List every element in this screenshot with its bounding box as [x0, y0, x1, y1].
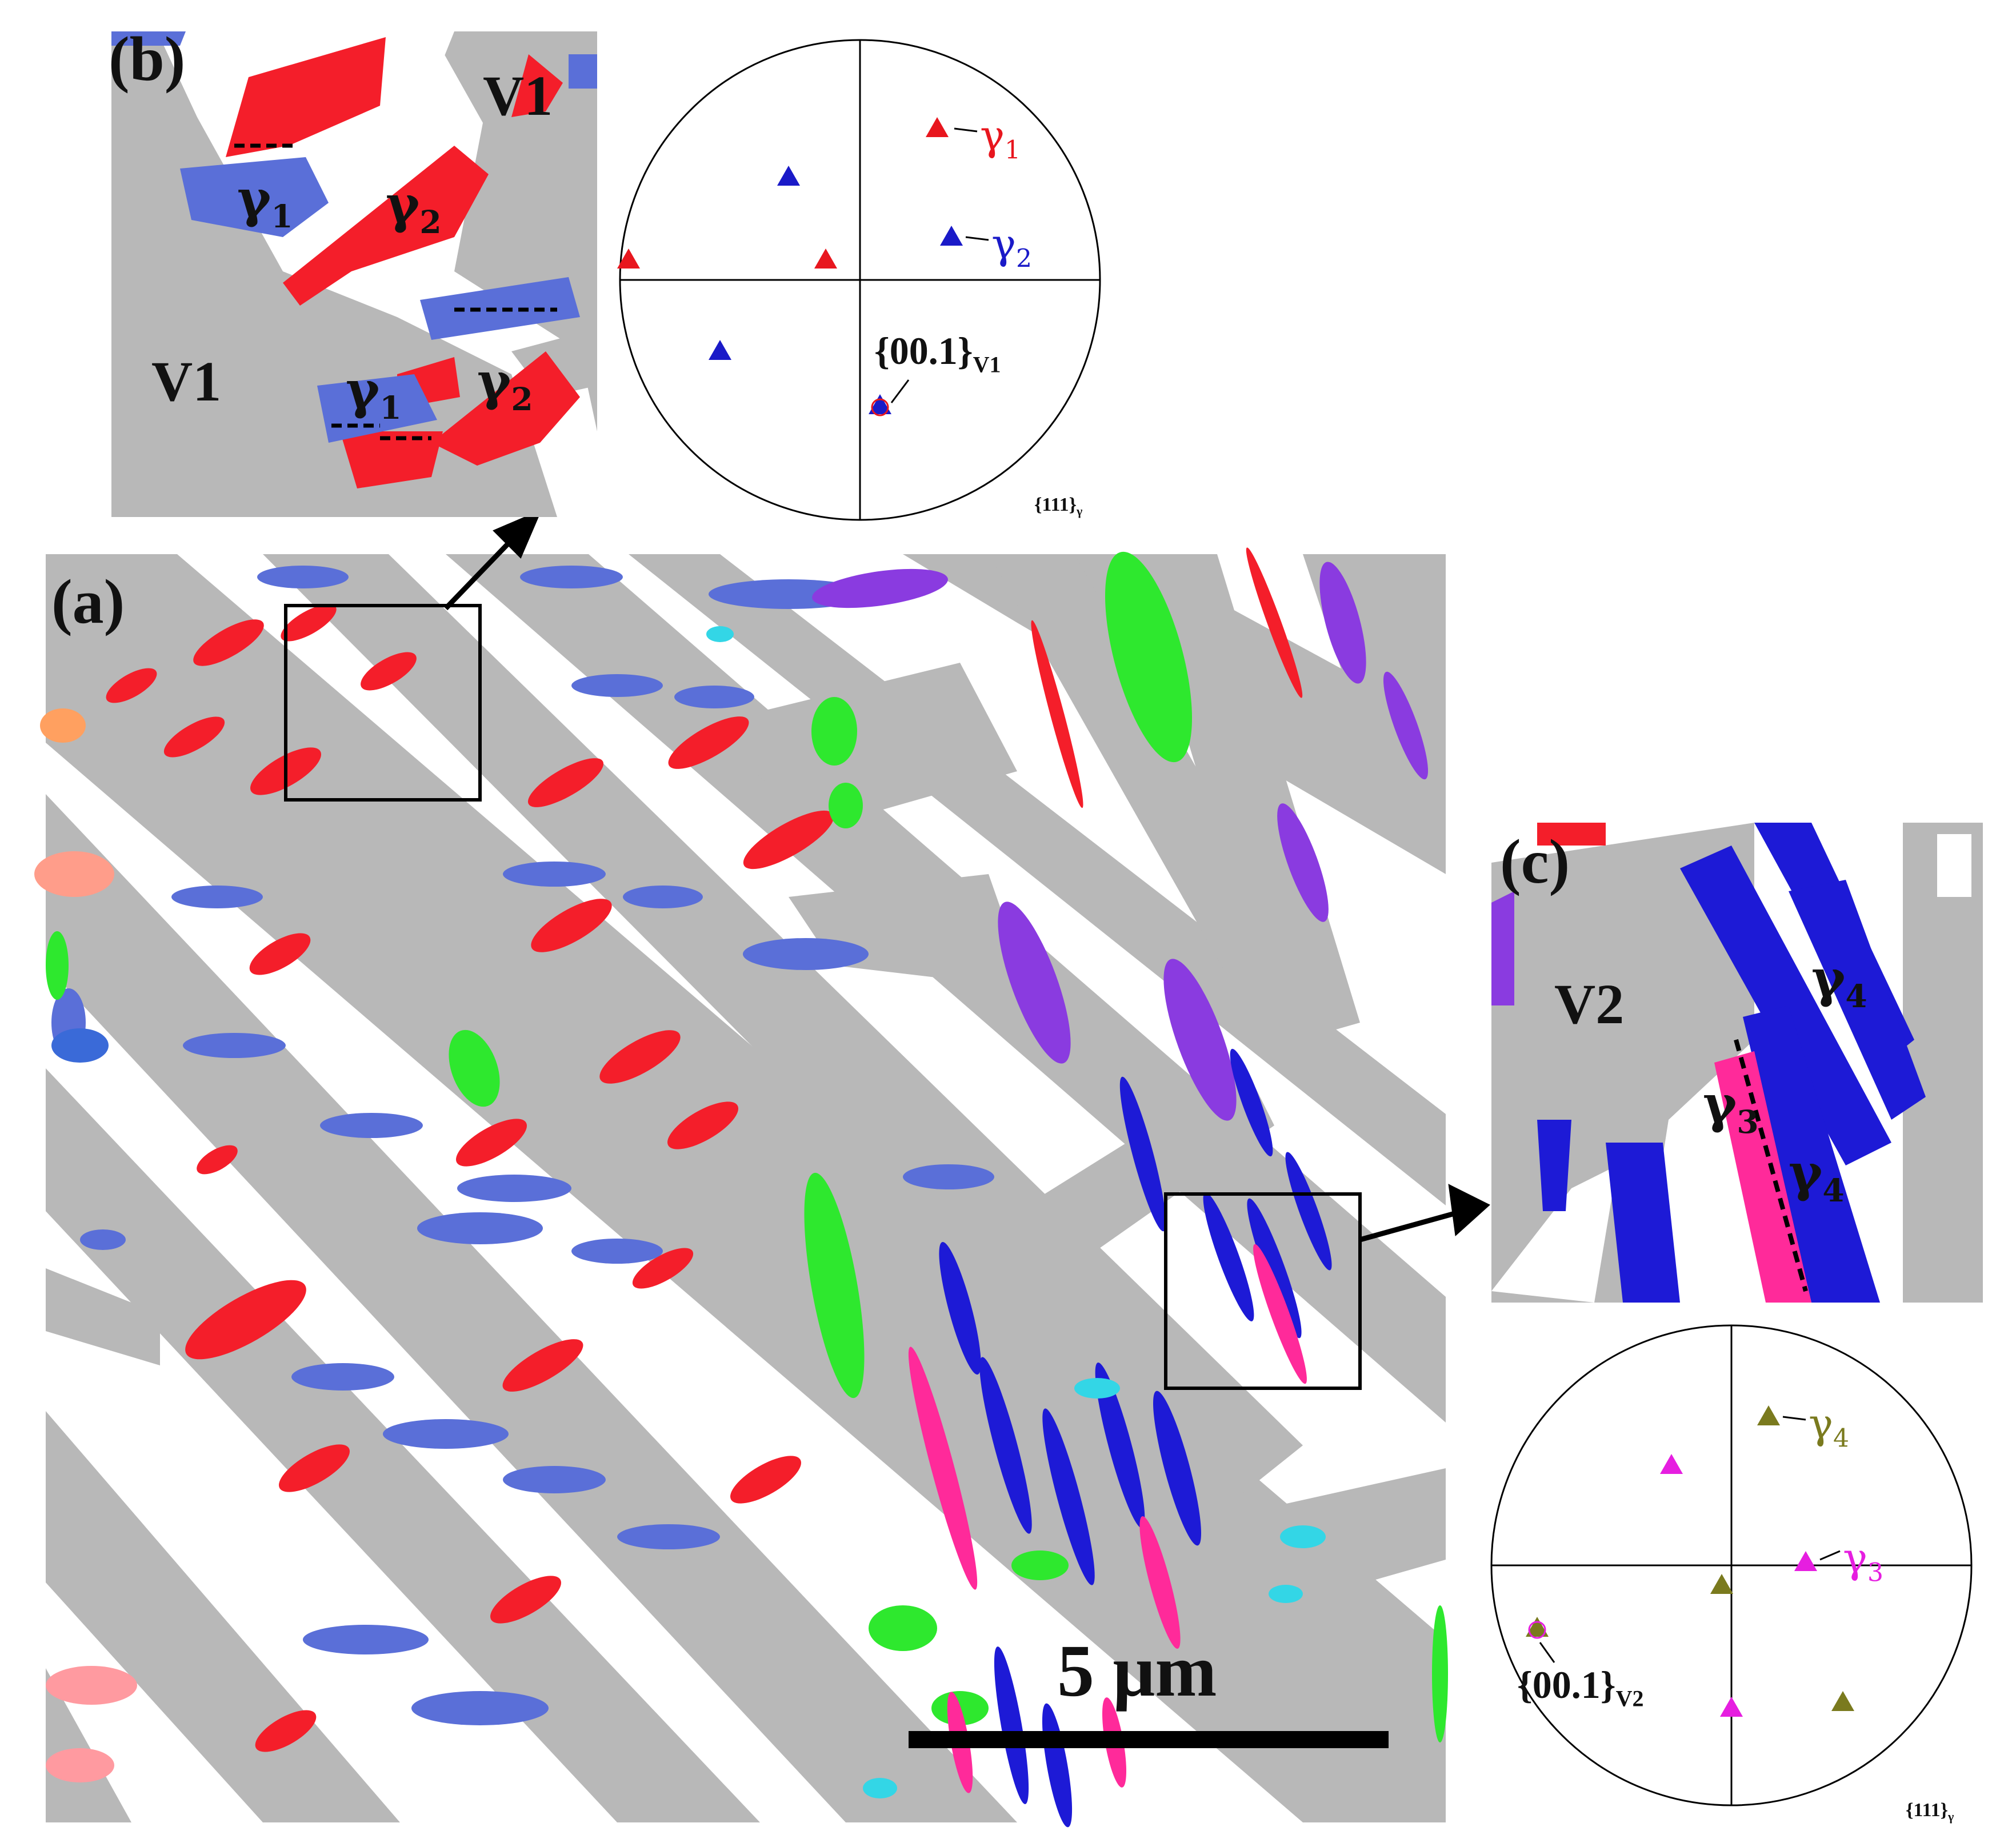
inset-box-b: [284, 604, 482, 802]
pole-marker: [709, 340, 731, 360]
pole-marker: [1660, 1454, 1683, 1474]
panel-c-label: (c): [1500, 827, 1570, 896]
pole-marker: [869, 394, 891, 414]
panel-a-label: (a): [51, 567, 125, 636]
pole-marker: [777, 166, 800, 186]
pole-marker: [1757, 1405, 1780, 1425]
ebsd-inset-c: [1491, 823, 1983, 1303]
pole-marker: [1794, 1551, 1817, 1571]
pole-b-001-annot: {00.1}V1: [874, 329, 1001, 378]
pole-figure-c: γ4 γ3 {00.1}V2 {111}γ: [1486, 1320, 2000, 1834]
pole-marker: [814, 249, 837, 269]
pole-c-gamma3-annot: γ3: [1843, 1534, 1884, 1588]
pole-marker: [926, 117, 949, 137]
ebsd-map-a: [34, 509, 1490, 1828]
panel-a: (a) 5 μm: [34, 509, 1490, 1828]
phase-label-v2: V2: [1554, 972, 1625, 1036]
pole-c-001-annot: {00.1}V2: [1517, 1663, 1644, 1712]
pole-figure-b-plot: [617, 39, 1101, 521]
gamma2-label-top: γ2: [386, 174, 442, 241]
inset-box-c: [1164, 1192, 1362, 1390]
pole-marker: [940, 226, 963, 246]
pole-b-projection: {111}γ: [1034, 494, 1083, 518]
pole-marker: [1526, 1617, 1549, 1637]
pole-b-gamma2-annot: γ2: [991, 220, 1033, 274]
gamma3-label: γ3: [1703, 1074, 1759, 1140]
gamma1-label-bottom: γ1: [346, 360, 402, 426]
pole-marker: [1710, 1574, 1733, 1594]
panel-b: (b) V1 V1 γ1 γ2 γ1 γ2: [109, 24, 597, 517]
pole-figure-b: γ1 γ2 {00.1}V1 {111}γ: [611, 37, 1126, 540]
gamma2-label-bottom: γ2: [477, 351, 533, 418]
pole-marker: [1720, 1697, 1743, 1717]
pole-figure-c-plot: [1490, 1324, 1973, 1806]
phase-label-v1-top: V1: [483, 64, 553, 127]
gamma4-label-top: γ4: [1811, 948, 1867, 1015]
gamma1-label-top: γ1: [237, 169, 293, 235]
scale-bar-label: 5 μm: [1057, 1630, 1217, 1712]
phase-label-v1-left: V1: [151, 350, 222, 413]
pole-c-projection: {111}γ: [1906, 1800, 1954, 1824]
pole-marker: [1831, 1691, 1854, 1711]
gamma4-label-bottom: γ4: [1789, 1143, 1845, 1209]
pole-c-gamma4-annot: γ4: [1809, 1400, 1850, 1453]
scale-bar: [909, 1731, 1389, 1748]
panel-b-label: (b): [109, 24, 186, 94]
pole-marker: [617, 249, 640, 269]
ebsd-inset-b: [111, 31, 597, 517]
pole-b-gamma1-annot: γ1: [980, 111, 1021, 165]
panel-c: (c) V2 γ4 γ3 γ4: [1491, 823, 1983, 1303]
